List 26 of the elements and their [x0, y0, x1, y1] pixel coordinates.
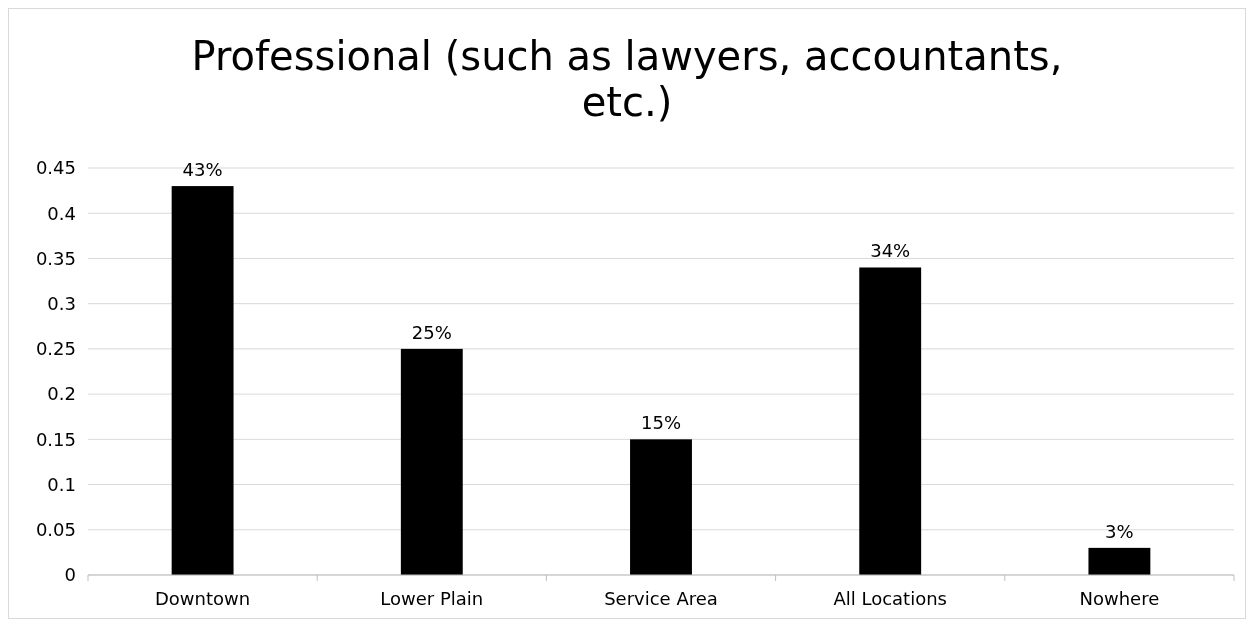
y-tick-label: 0.1: [47, 473, 76, 495]
x-tick-label: Service Area: [604, 588, 718, 609]
y-tick-label: 0.35: [35, 247, 76, 269]
bar: [171, 186, 234, 575]
y-tick-label: 0.2: [47, 383, 76, 405]
bar: [630, 439, 692, 575]
x-tick-label: Nowhere: [1079, 588, 1160, 609]
data-label: 25%: [411, 321, 452, 343]
bar: [400, 348, 463, 575]
chart-title: Professional (such as lawyers, accountants, etc.): [191, 33, 1063, 125]
y-tick-label: 0.3: [47, 292, 76, 314]
data-label: 43%: [182, 159, 223, 181]
bar: [859, 267, 922, 575]
y-tick-label: 0.15: [35, 428, 76, 450]
y-tick-label: 0.05: [35, 519, 76, 541]
x-tick-label: Downtown: [155, 588, 251, 609]
y-tick-label: 0.4: [47, 202, 76, 224]
y-tick-label: 0.25: [35, 338, 76, 360]
data-label: 34%: [870, 240, 911, 262]
bar: [1088, 547, 1151, 575]
x-tick-label: Lower Plain: [380, 588, 484, 609]
data-label: 15%: [640, 412, 682, 434]
y-tick-label: 0: [64, 564, 76, 586]
x-tick-label: All Locations: [833, 588, 947, 609]
y-tick-label: 0.45: [35, 157, 76, 179]
data-label: 3%: [1105, 520, 1134, 542]
